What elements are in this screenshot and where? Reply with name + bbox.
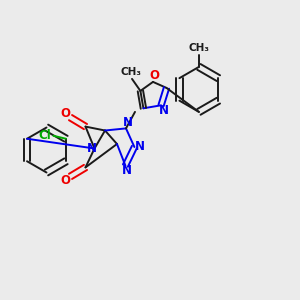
Text: N: N <box>135 140 145 153</box>
Text: CH₃: CH₃ <box>121 67 142 77</box>
Text: N: N <box>86 142 97 155</box>
Text: O: O <box>149 69 159 82</box>
Text: N: N <box>123 116 133 130</box>
Text: O: O <box>61 174 71 187</box>
Text: O: O <box>61 107 71 120</box>
Text: Cl: Cl <box>39 129 51 142</box>
Text: N: N <box>158 103 169 117</box>
Text: N: N <box>122 164 132 178</box>
Text: CH₃: CH₃ <box>188 43 209 53</box>
